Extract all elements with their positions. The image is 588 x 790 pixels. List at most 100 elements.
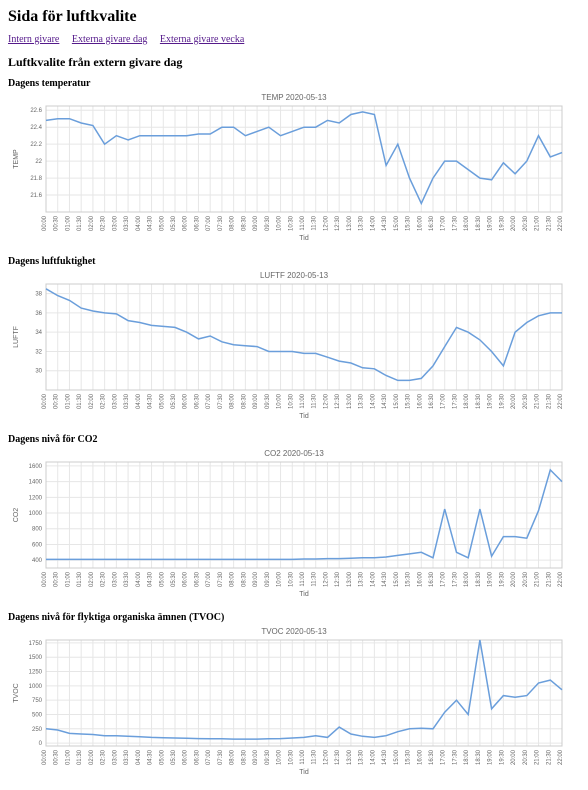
svg-text:19:30: 19:30 <box>499 749 505 765</box>
svg-text:04:30: 04:30 <box>148 571 154 587</box>
svg-text:02:30: 02:30 <box>101 571 107 587</box>
svg-text:18:30: 18:30 <box>476 571 482 587</box>
svg-text:22:00: 22:00 <box>558 215 564 231</box>
svg-text:16:30: 16:30 <box>429 393 435 409</box>
nav-link-extern-vecka[interactable]: Externa givare vecka <box>160 34 244 45</box>
svg-text:06:00: 06:00 <box>183 571 189 587</box>
svg-text:09:30: 09:30 <box>265 571 271 587</box>
svg-text:12:30: 12:30 <box>335 749 341 765</box>
nav-link-intern[interactable]: Intern givare <box>8 34 59 45</box>
svg-text:03:30: 03:30 <box>124 749 130 765</box>
svg-text:TEMP: TEMP <box>13 149 20 169</box>
chart-block: Dagens temperaturTEMP 2020-05-1321.621.8… <box>8 78 580 242</box>
svg-text:TVOC: TVOC <box>13 683 20 702</box>
svg-text:16:00: 16:00 <box>417 571 423 587</box>
svg-text:00:30: 00:30 <box>54 749 60 765</box>
svg-text:04:30: 04:30 <box>148 215 154 231</box>
subtitle: Luftkvalite från extern givare dag <box>8 55 580 70</box>
svg-text:15:00: 15:00 <box>394 571 400 587</box>
svg-text:20:30: 20:30 <box>523 749 529 765</box>
page-title: Sida för luftkvalite <box>8 8 580 26</box>
svg-text:18:00: 18:00 <box>464 393 470 409</box>
svg-text:03:00: 03:00 <box>112 393 118 409</box>
svg-text:13:30: 13:30 <box>359 571 365 587</box>
svg-text:06:30: 06:30 <box>194 215 200 231</box>
chart-svg: 0250500750100012501500175000:0000:3001:0… <box>8 636 568 776</box>
svg-text:10:00: 10:00 <box>277 571 283 587</box>
svg-text:22.2: 22.2 <box>30 142 42 148</box>
svg-text:07:00: 07:00 <box>206 571 212 587</box>
svg-text:08:30: 08:30 <box>241 215 247 231</box>
svg-text:05:30: 05:30 <box>171 571 177 587</box>
svg-text:10:30: 10:30 <box>288 571 294 587</box>
svg-text:13:00: 13:00 <box>347 749 353 765</box>
svg-text:03:30: 03:30 <box>124 393 130 409</box>
svg-text:05:00: 05:00 <box>159 215 165 231</box>
svg-text:CO2: CO2 <box>13 508 20 523</box>
svg-text:30: 30 <box>35 369 42 375</box>
svg-text:10:30: 10:30 <box>288 215 294 231</box>
svg-text:06:30: 06:30 <box>194 393 200 409</box>
svg-text:17:00: 17:00 <box>441 393 447 409</box>
svg-text:07:30: 07:30 <box>218 215 224 231</box>
svg-text:600: 600 <box>32 542 43 548</box>
svg-text:Tid: Tid <box>299 413 309 420</box>
svg-text:12:30: 12:30 <box>335 215 341 231</box>
svg-text:05:00: 05:00 <box>159 571 165 587</box>
svg-text:06:00: 06:00 <box>183 215 189 231</box>
svg-text:18:30: 18:30 <box>476 749 482 765</box>
svg-text:08:00: 08:00 <box>230 571 236 587</box>
svg-text:21.6: 21.6 <box>30 193 42 199</box>
chart-title: CO2 2020-05-13 <box>8 449 580 458</box>
chart-heading: Dagens nivå för CO2 <box>8 434 580 445</box>
svg-text:17:30: 17:30 <box>452 393 458 409</box>
svg-text:22.4: 22.4 <box>30 125 42 131</box>
svg-text:03:30: 03:30 <box>124 571 130 587</box>
svg-text:11:30: 11:30 <box>312 215 318 230</box>
nav-link-extern-dag[interactable]: Externa givare dag <box>72 34 148 45</box>
svg-text:12:00: 12:00 <box>323 571 329 587</box>
svg-text:00:00: 00:00 <box>42 749 48 765</box>
svg-text:Tid: Tid <box>299 769 309 776</box>
svg-text:02:00: 02:00 <box>89 749 95 765</box>
svg-text:20:00: 20:00 <box>511 571 517 587</box>
svg-text:21:00: 21:00 <box>535 749 541 765</box>
svg-text:1500: 1500 <box>29 655 43 661</box>
svg-text:13:00: 13:00 <box>347 215 353 231</box>
svg-text:1400: 1400 <box>29 480 43 486</box>
svg-text:10:30: 10:30 <box>288 749 294 765</box>
svg-text:04:00: 04:00 <box>136 215 142 231</box>
svg-text:02:00: 02:00 <box>89 393 95 409</box>
svg-text:04:30: 04:30 <box>148 749 154 765</box>
svg-text:38: 38 <box>35 292 42 298</box>
svg-text:1000: 1000 <box>29 511 43 517</box>
svg-text:00:00: 00:00 <box>42 571 48 587</box>
svg-text:11:00: 11:00 <box>300 749 306 764</box>
svg-text:12:00: 12:00 <box>323 393 329 409</box>
chart-block: Dagens luftfuktighetLUFTF 2020-05-133032… <box>8 256 580 420</box>
svg-text:16:30: 16:30 <box>429 749 435 765</box>
svg-text:21:30: 21:30 <box>546 571 552 587</box>
svg-text:22:00: 22:00 <box>558 393 564 409</box>
svg-text:11:00: 11:00 <box>300 215 306 230</box>
svg-text:20:30: 20:30 <box>523 393 529 409</box>
svg-text:00:00: 00:00 <box>42 393 48 409</box>
svg-text:02:00: 02:00 <box>89 215 95 231</box>
svg-text:03:00: 03:00 <box>112 749 118 765</box>
svg-text:03:30: 03:30 <box>124 215 130 231</box>
svg-text:09:30: 09:30 <box>265 215 271 231</box>
svg-text:14:00: 14:00 <box>370 215 376 231</box>
svg-text:10:30: 10:30 <box>288 393 294 409</box>
svg-text:09:00: 09:00 <box>253 749 259 765</box>
svg-text:00:00: 00:00 <box>42 215 48 231</box>
svg-text:19:30: 19:30 <box>499 215 505 231</box>
svg-text:800: 800 <box>32 527 43 533</box>
svg-text:07:30: 07:30 <box>218 393 224 409</box>
svg-text:02:30: 02:30 <box>101 749 107 765</box>
svg-text:17:00: 17:00 <box>441 215 447 231</box>
svg-text:09:30: 09:30 <box>265 393 271 409</box>
svg-text:11:30: 11:30 <box>312 571 318 586</box>
svg-text:19:00: 19:00 <box>488 393 494 409</box>
svg-text:00:30: 00:30 <box>54 393 60 409</box>
svg-text:19:00: 19:00 <box>488 215 494 231</box>
